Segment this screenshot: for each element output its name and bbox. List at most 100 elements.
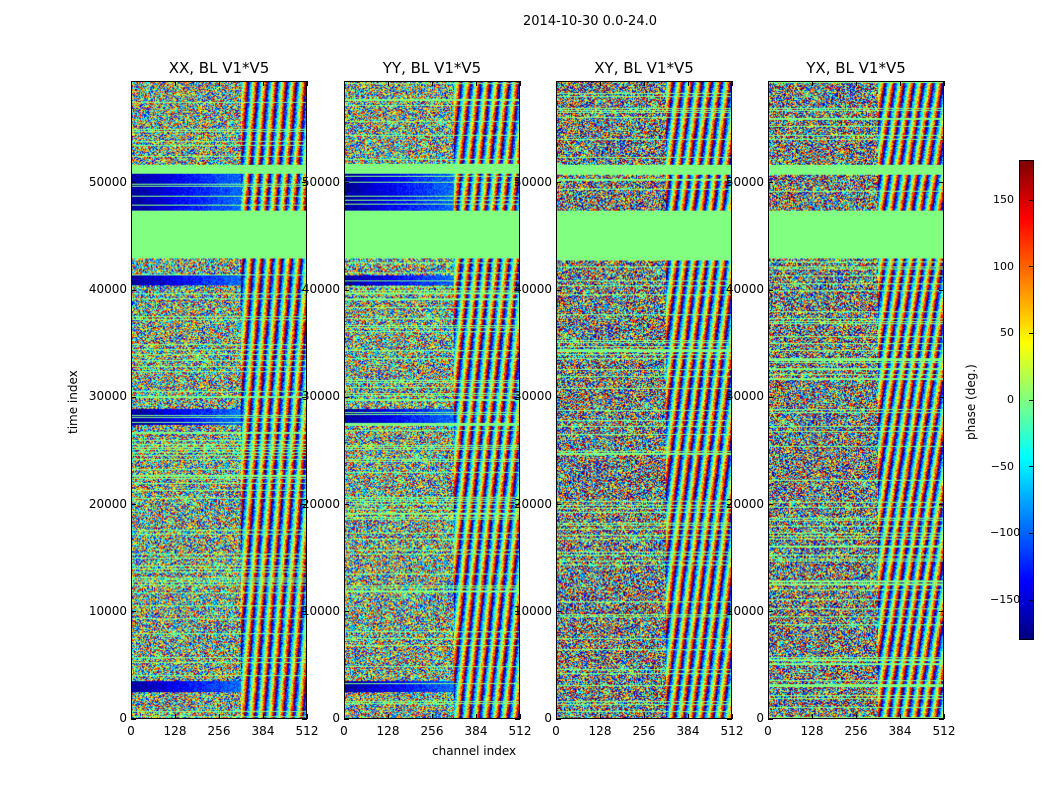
- y-tick-mark: [131, 396, 136, 398]
- panel-title-yx: YX, BL V1*V5: [806, 59, 906, 77]
- x-tick-mark: [218, 714, 220, 719]
- y-tick-label: 0: [544, 711, 552, 725]
- x-tick-mark-top: [731, 81, 733, 86]
- y-tick-mark: [556, 182, 561, 184]
- y-tick-label: 30000: [725, 389, 764, 404]
- y-tick-mark: [768, 289, 773, 291]
- y-tick-label: 0: [332, 711, 340, 725]
- y-tick-mark-right: [727, 718, 732, 720]
- x-tick-mark: [767, 714, 769, 719]
- x-tick-mark: [475, 714, 477, 719]
- y-tick-label: 0: [756, 711, 764, 725]
- y-tick-label: 10000: [513, 603, 552, 618]
- y-tick-mark: [768, 182, 773, 184]
- y-tick-mark-right: [515, 718, 520, 720]
- x-tick-mark-top: [343, 81, 345, 86]
- x-tick-label: 128: [376, 724, 400, 738]
- x-tick-mark-top: [519, 81, 521, 86]
- x-tick-label: 0: [127, 724, 135, 738]
- y-tick-mark-right: [302, 289, 307, 291]
- y-tick-mark: [131, 289, 136, 291]
- x-tick-mark: [555, 714, 557, 719]
- x-tick-label: 512: [295, 724, 319, 738]
- x-tick-mark: [855, 714, 857, 719]
- y-tick-label: 30000: [301, 389, 340, 404]
- x-tick-mark-top: [174, 81, 176, 86]
- x-axis-label: channel index: [432, 744, 517, 758]
- y-tick-mark-right: [302, 504, 307, 506]
- y-tick-mark: [344, 289, 349, 291]
- y-tick-mark-right: [939, 504, 944, 506]
- heatmap-panel-yy: [344, 81, 520, 719]
- x-tick-mark: [731, 714, 733, 719]
- heatmap-image-xx: [132, 82, 306, 718]
- y-tick-mark: [768, 504, 773, 506]
- y-tick-mark-right: [727, 289, 732, 291]
- y-tick-mark-right: [302, 396, 307, 398]
- y-tick-mark-right: [515, 504, 520, 506]
- x-tick-label: 512: [508, 724, 532, 738]
- y-tick-mark: [556, 396, 561, 398]
- panel-title-xx: XX, BL V1*V5: [168, 59, 270, 77]
- y-tick-mark: [768, 718, 773, 720]
- y-tick-mark-right: [939, 289, 944, 291]
- x-tick-label: 256: [207, 724, 231, 738]
- panel-title-yy: YY, BL V1*V5: [382, 59, 482, 77]
- colorbar-tick-mark: [1029, 332, 1034, 334]
- x-tick-label: 128: [163, 724, 187, 738]
- x-tick-label: 0: [764, 724, 772, 738]
- y-tick-label: 30000: [513, 389, 552, 404]
- y-tick-label: 20000: [725, 496, 764, 511]
- y-tick-mark: [344, 504, 349, 506]
- figure-title: 2014-10-30 0.0-24.0: [523, 14, 657, 29]
- y-tick-mark: [768, 396, 773, 398]
- x-tick-mark: [899, 714, 901, 719]
- x-tick-mark-top: [387, 81, 389, 86]
- x-tick-mark-top: [767, 81, 769, 86]
- x-tick-mark: [343, 714, 345, 719]
- x-tick-mark-top: [555, 81, 557, 86]
- x-tick-mark-top: [262, 81, 264, 86]
- x-tick-label: 128: [588, 724, 612, 738]
- x-tick-mark-top: [855, 81, 857, 86]
- y-tick-label: 50000: [88, 174, 127, 189]
- x-tick-mark: [687, 714, 689, 719]
- x-tick-mark: [262, 714, 264, 719]
- y-tick-mark: [344, 182, 349, 184]
- x-tick-mark: [643, 714, 645, 719]
- y-tick-mark-right: [302, 182, 307, 184]
- x-tick-mark: [943, 714, 945, 719]
- y-tick-label: 20000: [513, 496, 552, 511]
- colorbar-tick-label: 0: [1007, 393, 1014, 406]
- x-tick-mark-top: [811, 81, 813, 86]
- x-tick-mark: [130, 714, 132, 719]
- colorbar-tick-mark: [1029, 266, 1034, 268]
- x-tick-label: 256: [420, 724, 444, 738]
- y-tick-mark: [131, 611, 136, 613]
- heatmap-image-xy: [557, 82, 731, 718]
- heatmap-image-yx: [769, 82, 943, 718]
- colorbar-tick-label: −150: [990, 593, 1021, 606]
- y-tick-mark-right: [727, 611, 732, 613]
- y-tick-mark: [344, 718, 349, 720]
- y-tick-mark-right: [302, 718, 307, 720]
- y-tick-mark-right: [727, 182, 732, 184]
- y-tick-label: 10000: [88, 603, 127, 618]
- heatmap-image-yy: [345, 82, 519, 718]
- colorbar-tick-label: 150: [993, 193, 1014, 206]
- x-tick-label: 384: [888, 724, 912, 738]
- heatmap-panel-xx: [131, 81, 307, 719]
- colorbar-tick-mark: [1029, 532, 1034, 534]
- y-tick-label: 30000: [88, 389, 127, 404]
- x-tick-mark-top: [943, 81, 945, 86]
- x-tick-mark: [519, 714, 521, 719]
- x-tick-label: 128: [800, 724, 824, 738]
- y-tick-mark: [556, 718, 561, 720]
- y-tick-mark-right: [727, 504, 732, 506]
- x-tick-mark: [306, 714, 308, 719]
- y-tick-mark: [344, 396, 349, 398]
- y-tick-mark-right: [939, 718, 944, 720]
- y-tick-mark-right: [302, 611, 307, 613]
- y-tick-label: 10000: [725, 603, 764, 618]
- y-tick-label: 40000: [725, 282, 764, 297]
